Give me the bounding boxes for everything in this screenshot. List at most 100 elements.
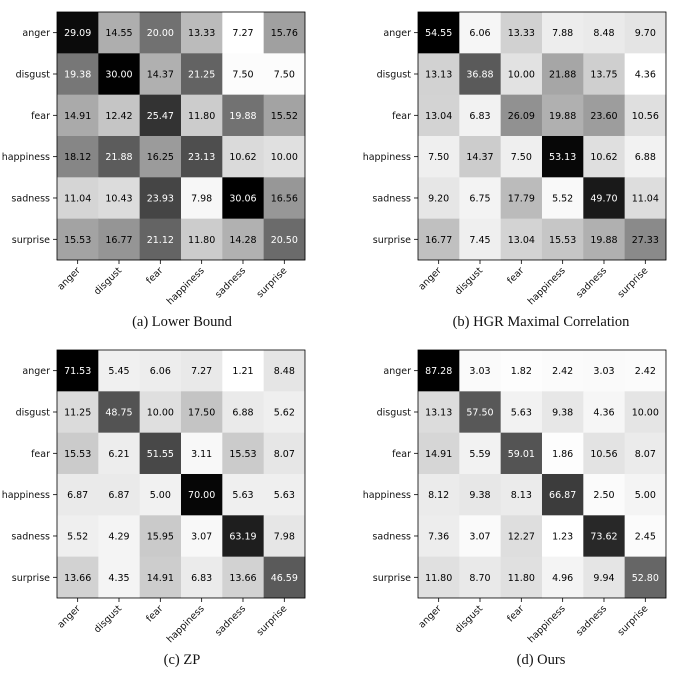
heatmap-cell (583, 177, 626, 220)
heatmap-cell (263, 515, 306, 558)
cell-value-label: 23.13 (188, 152, 215, 163)
column-label: sadness (213, 265, 248, 300)
heatmap-frame (56, 11, 306, 261)
heatmap-cell (541, 218, 584, 261)
heatmap-cell (139, 177, 182, 220)
heatmap-cell (98, 94, 141, 137)
cell-value-label: 5.63 (274, 490, 295, 501)
cell-value-label: 13.75 (590, 69, 617, 80)
cell-value-label: 6.06 (469, 28, 490, 39)
cell-value-label: 19.88 (229, 111, 256, 122)
cell-value-label: 53.13 (549, 152, 576, 163)
cell-value-label: 5.59 (469, 449, 490, 460)
cell-value-label: 7.27 (232, 28, 253, 39)
cell-value-label: 2.42 (552, 366, 573, 377)
row-label: happiness (363, 490, 411, 501)
heatmap-cell (98, 432, 141, 475)
cell-value-label: 48.75 (105, 407, 132, 418)
cell-value-label: 14.28 (229, 235, 256, 246)
heatmap-cell (500, 12, 543, 54)
heatmap-cell (541, 556, 584, 599)
column-label: fear (505, 265, 526, 286)
heatmap-cell (263, 218, 306, 261)
heatmap-cell (263, 135, 306, 178)
cell-value-label: 1.21 (232, 366, 253, 377)
cell-value-label: 14.91 (147, 573, 174, 584)
cell-value-label: 5.62 (274, 407, 295, 418)
column-label: anger (416, 603, 443, 630)
heatmap-cell (222, 515, 265, 558)
row-label: fear (392, 111, 411, 122)
row-label: surprise (373, 235, 411, 246)
cell-value-label: 6.75 (469, 193, 490, 204)
heatmap-cell (459, 391, 502, 434)
heatmap-cell (263, 350, 306, 392)
heatmap-cell (459, 432, 502, 475)
heatmap-cell (418, 473, 460, 516)
cell-value-label: 63.19 (229, 531, 256, 542)
cell-value-label: 30.06 (229, 193, 256, 204)
heatmap-cell (263, 53, 306, 96)
column-label: fear (505, 603, 526, 624)
cell-value-label: 54.55 (425, 28, 452, 39)
cell-value-label: 7.36 (428, 531, 449, 542)
heatmap-cell (222, 350, 265, 392)
cell-value-label: 27.33 (632, 235, 659, 246)
heatmap-cell (98, 218, 141, 261)
cell-value-label: 4.36 (593, 407, 614, 418)
heatmap-cell (541, 473, 584, 516)
cell-value-label: 52.80 (632, 573, 659, 584)
heatmap-cell (418, 53, 460, 96)
heatmap-cell (541, 177, 584, 220)
row-label: happiness (363, 152, 411, 163)
cell-value-label: 51.55 (147, 449, 174, 460)
heatmap-cell (98, 350, 141, 392)
heatmap-frame (417, 349, 667, 599)
cell-value-label: 15.95 (147, 531, 174, 542)
cell-value-label: 11.04 (632, 193, 659, 204)
cell-value-label: 4.29 (108, 531, 129, 542)
heatmap-cell (263, 391, 306, 434)
heatmap-cell (459, 53, 502, 96)
cell-value-label: 21.88 (549, 69, 576, 80)
heatmap-cell (624, 473, 667, 516)
column-label: disgust (453, 265, 485, 297)
heatmap-cell (624, 556, 667, 599)
cell-value-label: 12.27 (508, 531, 535, 542)
cell-value-label: 8.12 (428, 490, 449, 501)
cell-value-label: 7.88 (552, 28, 573, 39)
heatmap-cell (139, 515, 182, 558)
heatmap-frame (417, 11, 667, 261)
row-label: surprise (12, 573, 50, 584)
column-label: surprise (616, 603, 651, 638)
heatmap-cell (624, 53, 667, 96)
heatmap-cell (180, 350, 223, 392)
heatmap-cell (263, 177, 306, 220)
column-label: happiness (165, 265, 207, 307)
row-label: sadness (372, 193, 411, 204)
cell-value-label: 1.23 (552, 531, 573, 542)
column-label: surprise (616, 265, 651, 300)
heatmap-cell (180, 53, 223, 96)
heatmap-cell (583, 515, 626, 558)
heatmap-cell (222, 94, 265, 137)
cell-value-label: 9.70 (635, 28, 656, 39)
heatmap-cell (418, 218, 460, 261)
heatmap-cell (418, 515, 460, 558)
heatmap-cell (98, 556, 141, 599)
heatmap-cell (583, 473, 626, 516)
cell-value-label: 11.04 (64, 193, 91, 204)
cell-value-label: 13.04 (508, 235, 535, 246)
heatmap-cell (541, 12, 584, 54)
column-label: disgust (92, 603, 124, 635)
heatmap-cell (263, 432, 306, 475)
heatmap-cell (583, 556, 626, 599)
heatmap-cell (222, 177, 265, 220)
heatmap-cell (624, 177, 667, 220)
cell-value-label: 9.20 (428, 193, 449, 204)
cell-value-label: 14.91 (425, 449, 452, 460)
heatmap-cell (139, 218, 182, 261)
cell-value-label: 7.45 (469, 235, 490, 246)
cell-value-label: 16.77 (105, 235, 132, 246)
cell-value-label: 7.27 (191, 366, 212, 377)
